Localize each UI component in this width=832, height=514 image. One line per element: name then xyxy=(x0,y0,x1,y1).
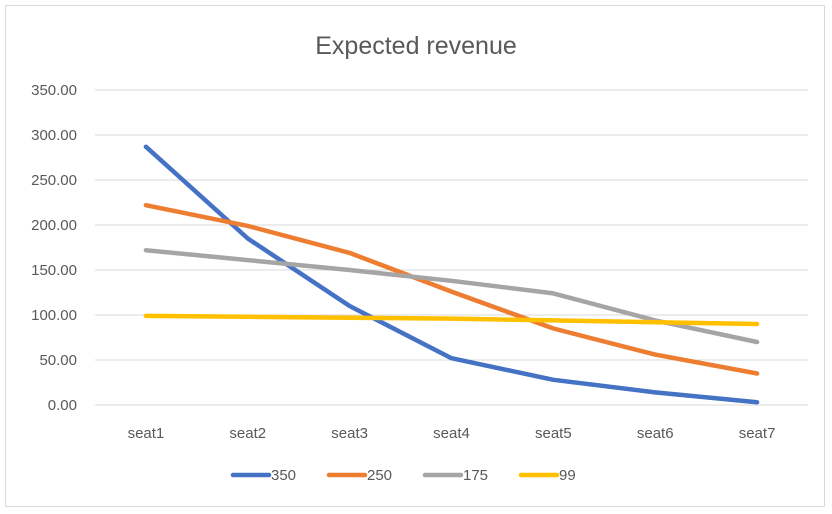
series-lines xyxy=(143,144,760,405)
x-tick-label: seat7 xyxy=(739,425,776,442)
chart-title: Expected revenue xyxy=(315,32,517,60)
x-tick-label: seat2 xyxy=(229,425,266,442)
x-axis-ticks: seat1 seat2 seat3 seat4 seat5 seat6 seat7 xyxy=(128,425,776,442)
x-tick-label: seat1 xyxy=(128,425,165,442)
y-tick-label: 100.00 xyxy=(31,307,77,324)
legend-item: 175 xyxy=(422,467,488,484)
chart-frame xyxy=(5,5,825,507)
series-line-175 xyxy=(143,247,760,345)
series-line-350 xyxy=(143,144,760,405)
legend: 350 250 175 99 xyxy=(230,467,576,484)
series-line-99 xyxy=(143,313,760,327)
x-tick-label: seat3 xyxy=(331,425,368,442)
legend-label: 250 xyxy=(367,467,392,484)
x-tick-label: seat4 xyxy=(433,425,470,442)
y-tick-label: 0.00 xyxy=(48,397,77,414)
y-tick-label: 350.00 xyxy=(31,82,77,99)
y-tick-label: 250.00 xyxy=(31,172,77,189)
y-tick-label: 50.00 xyxy=(39,352,77,369)
legend-label: 175 xyxy=(463,467,488,484)
y-tick-label: 150.00 xyxy=(31,262,77,279)
legend-item: 250 xyxy=(326,467,392,484)
y-tick-label: 300.00 xyxy=(31,127,77,144)
y-axis-ticks: 0.00 50.00 100.00 150.00 200.00 250.00 300.00 3… xyxy=(31,82,77,414)
legend-item: 350 xyxy=(230,467,296,484)
legend-label: 350 xyxy=(271,467,296,484)
legend-label: 99 xyxy=(559,467,576,484)
x-tick-label: seat6 xyxy=(637,425,674,442)
legend-item: 99 xyxy=(518,467,576,484)
x-tick-label: seat5 xyxy=(535,425,572,442)
series-line-250 xyxy=(143,202,760,376)
y-tick-label: 200.00 xyxy=(31,217,77,234)
